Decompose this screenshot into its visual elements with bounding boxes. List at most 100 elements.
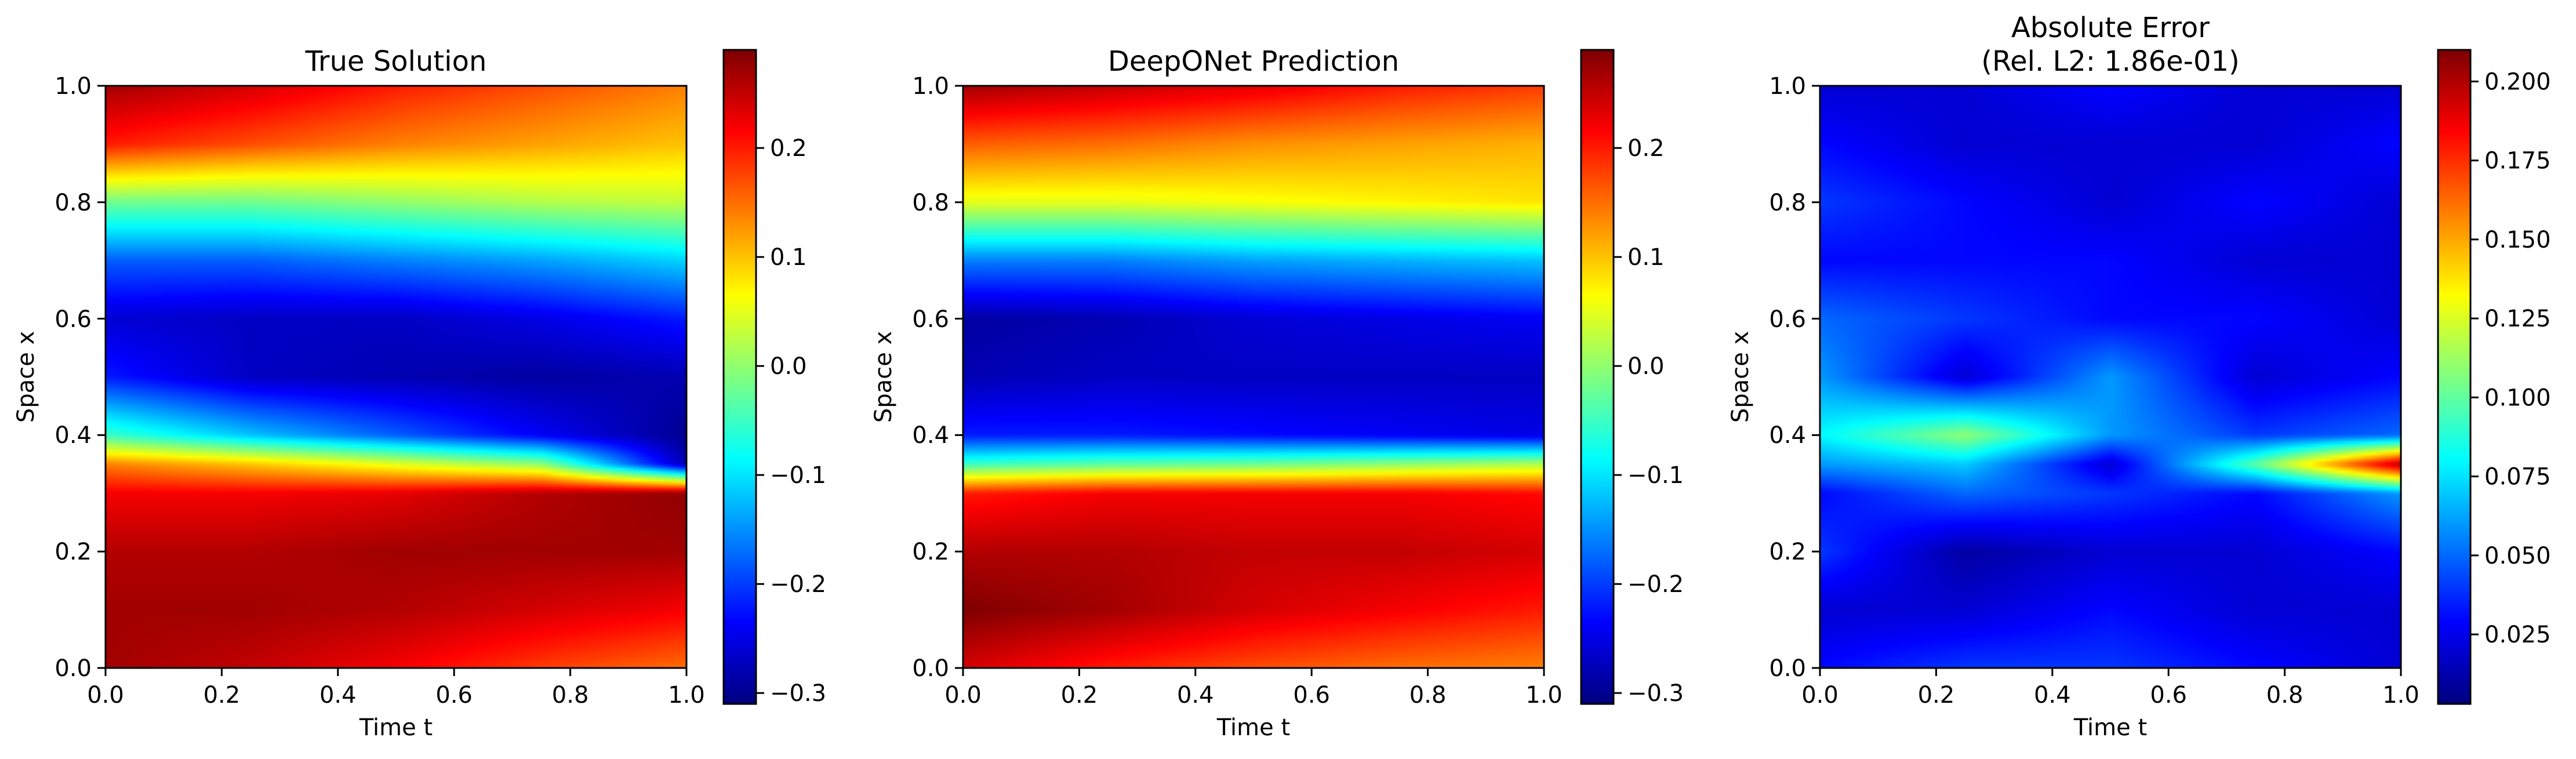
x-tick-labels: 0.0 0.2 0.4 0.6 0.8 1.0 xyxy=(944,682,1563,709)
y-tick-label: 0.0 xyxy=(912,655,949,682)
y-tick-labels: 0.0 0.2 0.4 0.6 0.8 1.0 xyxy=(912,73,949,682)
x-tick-label: 0.0 xyxy=(1801,682,1839,709)
x-tick-label: 0.8 xyxy=(2266,682,2303,709)
y-tick-label: 0.8 xyxy=(1769,190,1806,216)
x-tick-labels: 0.0 0.2 0.4 0.6 0.8 1.0 xyxy=(87,682,705,709)
x-axis-label: Time t xyxy=(359,714,433,741)
y-tick-label: 0.4 xyxy=(55,422,92,449)
colorbar-frame xyxy=(1580,49,1615,705)
x-tick-label: 1.0 xyxy=(1525,682,1563,709)
panel-title: DeepONet Prediction xyxy=(1108,45,1399,78)
panel-absolute-error: Absolute Error (Rel. L2: 1.86e-01) 0.0 0… xyxy=(1727,12,2551,741)
y-axis-label: Space x xyxy=(13,331,39,423)
colorbar-tick-label: −0.2 xyxy=(770,571,826,598)
x-axis-label: Time t xyxy=(1216,714,1290,741)
panel-true-solution: True Solution 0.0 0.2 0.4 0.6 0.8 1.0 xyxy=(13,45,826,741)
colorbar-tick-label: 0.075 xyxy=(2484,464,2551,491)
y-tick-marks xyxy=(955,85,963,669)
panel-title-line-1: Absolute Error xyxy=(2011,12,2210,44)
colorbar: −0.3 −0.2 −0.1 0.0 0.1 0.2 xyxy=(722,49,826,707)
x-tick-label: 0.4 xyxy=(319,682,357,709)
plot-frame xyxy=(1819,85,2402,669)
x-tick-label: 0.6 xyxy=(435,682,473,709)
colorbar: 0.025 0.050 0.075 0.100 0.125 0.150 0.175 0.200 xyxy=(2437,49,2551,705)
x-tick-label: 0.0 xyxy=(87,682,124,709)
x-tick-label: 0.6 xyxy=(2150,682,2187,709)
y-tick-label: 0.6 xyxy=(55,306,92,333)
x-tick-label: 0.8 xyxy=(552,682,589,709)
colorbar-tick-label: 0.2 xyxy=(1627,135,1665,162)
colorbar-tick-label: 0.2 xyxy=(770,135,807,162)
y-tick-label: 0.0 xyxy=(55,655,92,682)
heatmap-image xyxy=(106,86,686,668)
plot-frame xyxy=(104,85,688,669)
colorbar-tick-label: 0.025 xyxy=(2484,622,2551,648)
y-tick-label: 0.2 xyxy=(1769,539,1806,565)
x-tick-label: 1.0 xyxy=(2382,682,2419,709)
colorbar-tick-label: −0.3 xyxy=(1627,680,1684,707)
x-tick-marks xyxy=(104,668,688,676)
colorbar-tick-label: 0.200 xyxy=(2484,68,2551,95)
colorbar-frame xyxy=(722,49,757,705)
colorbar-ticks: −0.3 −0.2 −0.1 0.0 0.1 0.2 xyxy=(756,135,826,707)
colorbar-tick-label: 0.1 xyxy=(1627,244,1665,271)
plot-frame xyxy=(962,85,1545,669)
y-tick-label: 0.8 xyxy=(55,190,92,216)
colorbar-tick-label: 0.175 xyxy=(2484,148,2551,175)
x-tick-label: 0.4 xyxy=(1177,682,1214,709)
colorbar-frame xyxy=(2437,49,2472,705)
y-tick-label: 0.0 xyxy=(1769,655,1806,682)
x-tick-label: 0.4 xyxy=(2034,682,2071,709)
y-tick-label: 0.6 xyxy=(1769,306,1806,333)
y-tick-label: 0.8 xyxy=(912,190,949,216)
colorbar-gradient xyxy=(2438,50,2470,704)
x-tick-label: 0.8 xyxy=(1409,682,1447,709)
x-tick-label: 0.6 xyxy=(1293,682,1330,709)
heatmap-image xyxy=(1820,86,2401,668)
x-axis-label: Time t xyxy=(2073,714,2147,741)
x-tick-label: 0.2 xyxy=(1918,682,1955,709)
colorbar-tick-label: 0.050 xyxy=(2484,543,2551,569)
y-tick-labels: 0.0 0.2 0.4 0.6 0.8 1.0 xyxy=(55,73,92,682)
colorbar-gradient xyxy=(724,50,756,704)
y-tick-label: 1.0 xyxy=(55,73,92,100)
y-tick-label: 0.4 xyxy=(912,422,949,449)
heatmap-image xyxy=(963,86,1544,668)
x-tick-label: 0.0 xyxy=(944,682,982,709)
colorbar-tick-label: −0.1 xyxy=(1627,462,1684,489)
colorbar-tick-label: 0.125 xyxy=(2484,306,2551,332)
y-tick-label: 0.6 xyxy=(912,306,949,333)
x-tick-label: 0.2 xyxy=(1061,682,1098,709)
colorbar-tick-label: 0.1 xyxy=(770,244,807,271)
colorbar-ticks: −0.3 −0.2 −0.1 0.0 0.1 0.2 xyxy=(1614,135,1684,707)
colorbar-tick-label: 0.0 xyxy=(770,353,807,380)
y-tick-label: 0.2 xyxy=(912,539,949,565)
colorbar-tick-label: 0.150 xyxy=(2484,227,2551,253)
y-tick-label: 1.0 xyxy=(1769,73,1806,100)
x-tick-marks xyxy=(1819,668,2402,676)
colorbar-tick-label: 0.100 xyxy=(2484,384,2551,411)
colorbar-tick-label: 0.0 xyxy=(1627,353,1665,380)
colorbar-tick-label: −0.2 xyxy=(1627,571,1684,598)
y-tick-label: 0.4 xyxy=(1769,422,1806,449)
x-tick-label: 0.2 xyxy=(204,682,241,709)
y-tick-marks xyxy=(1812,85,1820,669)
y-tick-marks xyxy=(97,85,106,669)
panel-deeponet-prediction: DeepONet Prediction 0.0 0.2 0.4 0.6 0.8 … xyxy=(870,45,1684,741)
colorbar-ticks: 0.025 0.050 0.075 0.100 0.125 0.150 0.175 0.200 xyxy=(2470,68,2551,648)
y-axis-label: Space x xyxy=(1727,331,1754,423)
panel-title: True Solution xyxy=(305,45,487,78)
x-tick-label: 1.0 xyxy=(668,682,705,709)
y-axis-label: Space x xyxy=(870,331,897,423)
x-tick-marks xyxy=(962,668,1545,676)
colorbar-tick-label: −0.1 xyxy=(770,462,826,489)
y-tick-label: 0.2 xyxy=(55,539,92,565)
x-tick-labels: 0.0 0.2 0.4 0.6 0.8 1.0 xyxy=(1801,682,2419,709)
y-tick-labels: 0.0 0.2 0.4 0.6 0.8 1.0 xyxy=(1769,73,1806,682)
y-tick-label: 1.0 xyxy=(912,73,949,100)
colorbar-gradient xyxy=(1581,50,1614,704)
colorbar: −0.3 −0.2 −0.1 0.0 0.1 0.2 xyxy=(1580,49,1684,707)
colorbar-tick-label: −0.3 xyxy=(770,680,826,707)
panel-title-line-2: (Rel. L2: 1.86e-01) xyxy=(1981,45,2240,78)
